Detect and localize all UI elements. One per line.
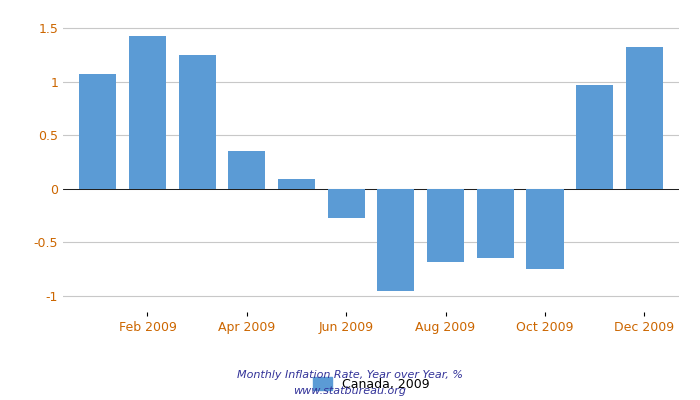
Bar xyxy=(178,55,216,189)
Text: www.statbureau.org: www.statbureau.org xyxy=(293,386,407,396)
Bar xyxy=(79,74,116,189)
Bar xyxy=(328,189,365,218)
Bar xyxy=(228,151,265,189)
Bar xyxy=(477,189,514,258)
Bar xyxy=(278,179,315,189)
Bar xyxy=(526,189,564,269)
Bar xyxy=(427,189,464,262)
Bar xyxy=(377,189,414,290)
Legend: Canada, 2009: Canada, 2009 xyxy=(308,372,434,396)
Text: Monthly Inflation Rate, Year over Year, %: Monthly Inflation Rate, Year over Year, … xyxy=(237,370,463,380)
Bar xyxy=(129,36,166,189)
Bar xyxy=(626,47,663,189)
Bar xyxy=(576,85,613,189)
